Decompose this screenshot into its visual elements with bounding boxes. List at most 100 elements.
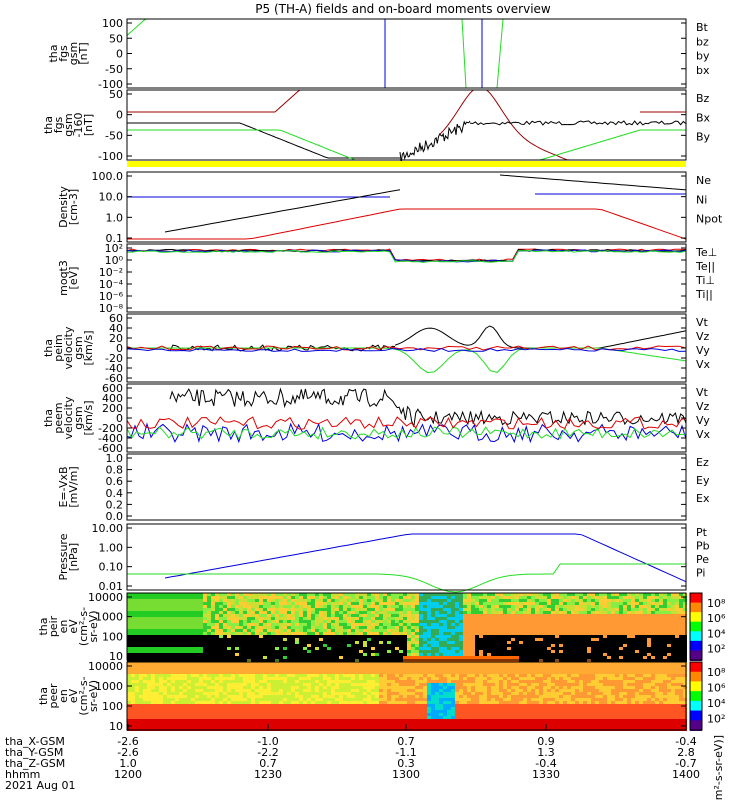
panel-frame-7	[126, 453, 687, 521]
legend-2-2: Bx	[696, 111, 711, 124]
ytick-1-5: -100	[98, 78, 123, 91]
panel-3: Density[cm-3] 100.0 10.0 1.0 0.1 Ne Ni Npot	[57, 170, 723, 245]
legend-7-3: Ex	[696, 492, 710, 505]
legend-1-2: bz	[696, 35, 709, 48]
xaxis-value-3-2: 0.7	[259, 757, 277, 770]
yellow-bar	[127, 161, 686, 167]
ylabel-9-6: sr-eV)	[87, 610, 100, 642]
legend-2-3: By	[696, 131, 711, 144]
ytick-5-5: -20	[105, 352, 123, 365]
ylabel-5-2: peim	[52, 334, 65, 362]
legend-5-2: Vz	[696, 330, 710, 343]
ylabel-1-4: [nT]	[77, 42, 90, 64]
ylabel-1-1: tha	[47, 44, 60, 62]
ytick-3-1: 100.0	[92, 170, 124, 183]
ylabel-5-5: [km/s]	[82, 330, 95, 365]
xaxis-value-4-4: 1330	[532, 768, 560, 781]
legend-3-2: Ni	[696, 193, 707, 206]
ylabel-2-3: gsm	[62, 113, 75, 136]
panel-10-data	[127, 662, 687, 731]
legend-3-3: Npot	[696, 213, 723, 226]
xaxis-value-3-3: 0.3	[397, 757, 415, 770]
legend-5-4: Vx	[696, 358, 711, 371]
legend-6-4: Vx	[696, 428, 711, 441]
ytick-2-4: -100	[98, 150, 123, 163]
xaxis-value-2-2: -2.2	[257, 746, 278, 759]
ylabel-8-2: [nPa]	[67, 543, 80, 571]
panel-frame-3	[126, 171, 687, 243]
ylabel-2-2: fgs	[52, 116, 65, 133]
panel-7: E=-VxB[mV/m] 1.00.80.60.40.20.0 Ez Ey Ex	[57, 452, 710, 523]
ytick-3-4: 0.1	[106, 232, 124, 245]
panel-frame-9	[126, 592, 687, 661]
ytick-3-3: 1.0	[106, 211, 124, 224]
ylabel-9-1: tha	[37, 617, 50, 635]
cbtick-9-3: 10⁴	[707, 627, 726, 640]
xaxis-row-label-2: tha_Y-GSM	[5, 746, 63, 759]
ytick-10-3: 100	[102, 700, 123, 713]
ytick-4-3: 10⁻²	[99, 266, 123, 279]
cbtick-10-1: 10⁸	[707, 666, 726, 679]
ytick-6-4: 0	[116, 412, 123, 425]
xaxis-value-4-5: 1400	[672, 768, 700, 781]
ytick-4-5: 10⁻⁶	[99, 290, 124, 303]
ytick-6-3: 200	[102, 402, 123, 415]
ylabel-8-1: Pressure	[57, 533, 70, 580]
ylabel-6-2: peem	[52, 402, 65, 433]
cbtick-10-4: 10²	[707, 712, 725, 725]
legend-8-2: Pb	[696, 540, 710, 553]
panel-4-data	[126, 248, 687, 263]
legend-8-4: Pi	[696, 567, 705, 580]
legend-3-1: Ne	[696, 174, 711, 187]
ylabel-4-2: [eV]	[67, 267, 80, 290]
xaxis-value-4-2: 1230	[254, 768, 282, 781]
colorbar-9: 10⁸ 10⁶ 10⁴ 10²	[689, 592, 726, 661]
ytick-5-7: -60	[105, 372, 123, 385]
legend-6-3: Vy	[696, 414, 710, 427]
ylabel-10-2: peer	[47, 683, 60, 709]
ytick-5-6: -40	[105, 362, 123, 375]
panel-9-data	[127, 593, 687, 662]
ylabel-3-1: Density	[57, 186, 70, 228]
legend-6-1: Vt	[696, 386, 709, 399]
ytick-7-2: 0.8	[106, 464, 124, 477]
ylabel-2-1: tha	[42, 116, 55, 134]
ytick-7-3: 0.6	[106, 475, 124, 488]
ytick-1-3: 0	[116, 48, 123, 61]
cbtick-9-2: 10⁶	[707, 612, 726, 625]
ytick-6-6: -400	[98, 432, 123, 445]
xaxis-value-2-5: 2.8	[677, 746, 695, 759]
chart-title: P5 (TH-A) fields and on-board moments ov…	[255, 2, 551, 16]
xaxis-value-4-3: 1300	[392, 768, 420, 781]
ytick-6-7: -600	[98, 442, 123, 455]
ylabel-4-1: moqt3	[57, 260, 70, 296]
legend-2-1: Bz	[696, 92, 710, 105]
ytick-4-2: 10⁰	[105, 254, 124, 267]
xaxis-value-2-3: -1.1	[395, 746, 416, 759]
ytick-7-6: 0.0	[106, 510, 124, 523]
ytick-5-1: 60	[109, 312, 123, 325]
ylabel-7-1: E=-VxB	[57, 466, 70, 507]
ytick-2-2: 0	[116, 109, 123, 122]
xaxis-row-label-3: tha_Z-GSM	[5, 757, 65, 770]
ytick-2-1: 50	[109, 88, 123, 101]
ytick-3-2: 10.0	[99, 191, 124, 204]
ytick-9-3: 100	[102, 630, 123, 643]
ylabel-5-4: gsm	[72, 336, 85, 359]
ytick-8-4: 0.01	[99, 580, 124, 593]
ytick-7-5: 0.2	[106, 498, 124, 511]
cbtick-10-2: 10⁶	[707, 681, 726, 694]
xaxis-value-3-5: -0.7	[675, 757, 696, 770]
xaxis-value-1-1: -2.6	[117, 735, 138, 748]
ytick-2-3: -50	[105, 129, 123, 142]
legend-6-2: Vz	[696, 400, 710, 413]
ylabel-6-1: tha	[42, 409, 55, 427]
ytick-4-4: 10⁻⁴	[99, 278, 124, 291]
legend-4-2: Te||	[695, 260, 715, 273]
xaxis-value-3-4: -0.4	[535, 757, 556, 770]
xaxis-value-2-1: -2.6	[117, 746, 138, 759]
